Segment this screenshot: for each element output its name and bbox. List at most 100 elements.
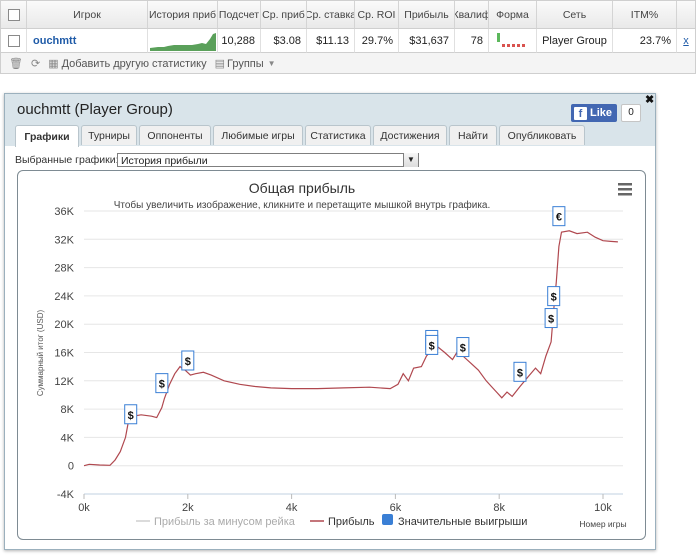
header-count[interactable]: Подсчет <box>218 1 261 29</box>
chart-subtitle: Чтобы увеличить изображение, кликните и … <box>114 199 491 211</box>
significant-win-marker[interactable]: $ <box>181 350 195 371</box>
player-cell: ouchmtt <box>27 29 148 53</box>
significant-win-marker[interactable]: $ <box>425 334 439 355</box>
header-network[interactable]: Сеть <box>537 1 613 29</box>
significant-win-marker[interactable]: $ <box>124 404 138 425</box>
select-all-checkbox[interactable] <box>7 8 20 21</box>
x-tick-label: 10k <box>594 502 612 514</box>
legend-rake[interactable]: Прибыль за минусом рейка <box>154 516 296 528</box>
x-tick-label: 8k <box>493 502 505 514</box>
significant-win-marker[interactable]: $ <box>155 373 169 394</box>
marker-box <box>181 350 195 371</box>
y-tick-label: 16K <box>54 348 74 360</box>
x-tick-label: 0k <box>78 502 90 514</box>
x-tick-label: 2k <box>182 502 194 514</box>
avg-roi-cell: 29.7% <box>355 29 399 53</box>
facebook-like-button[interactable]: f Like <box>571 104 617 122</box>
marker-box <box>425 334 439 355</box>
tab-statistics[interactable]: Статистика <box>305 125 371 145</box>
header-remove <box>677 1 695 29</box>
tab-opponents[interactable]: Оппоненты <box>139 125 211 145</box>
significant-win-marker[interactable]: $ <box>456 337 470 358</box>
y-tick-label: 24K <box>54 291 74 303</box>
quality-cell: 78 <box>455 29 489 53</box>
panel-header: ouchmtt (Player Group) f Like 0 ✖ Графики… <box>5 94 655 147</box>
close-icon[interactable]: ✖ <box>645 94 655 106</box>
y-tick-label: 8K <box>61 404 75 416</box>
form-cell <box>489 29 537 53</box>
row-checkbox[interactable] <box>7 34 20 47</box>
header-avg-stake[interactable]: Ср. ставка <box>307 1 355 29</box>
remove-row-link[interactable]: x <box>683 34 689 47</box>
marker-box <box>552 206 566 227</box>
y-tick-label: 0 <box>68 461 74 473</box>
itm-cell: 23.7% <box>613 29 677 53</box>
avg-profit-cell: $3.08 <box>261 29 307 53</box>
chart-menu-icon[interactable] <box>618 183 632 196</box>
marker-label: $ <box>185 356 191 368</box>
graph-select[interactable]: История прибыли ▼ <box>117 153 419 167</box>
marker-label: € <box>556 212 562 224</box>
profit-chart[interactable]: 36K 32K 28K 24K 20K 16K 12K 8K 4K 0 -4K 0k 2k 4k 6k 8k… <box>17 170 646 540</box>
y-tick-label: 32K <box>54 234 74 246</box>
refresh-icon[interactable]: ⟳ <box>30 58 41 70</box>
facebook-icon: f <box>574 106 587 120</box>
marker-label: $ <box>517 367 523 379</box>
marker-label: $ <box>551 292 557 304</box>
graph-select-label: Выбранные графики: <box>15 154 119 166</box>
tab-tournaments[interactable]: Турниры <box>81 125 137 145</box>
header-avg-roi[interactable]: Ср. ROI <box>355 1 399 29</box>
y-tick-label: 28K <box>54 263 74 275</box>
y-tick-label: 36K <box>54 206 74 218</box>
select-all-header[interactable] <box>1 1 27 29</box>
chevron-down-icon[interactable]: ▼ <box>403 153 418 167</box>
chevron-down-icon: ▼ <box>267 59 276 68</box>
legend-profit[interactable]: Прибыль <box>328 516 375 528</box>
x-tick-label: 6k <box>390 502 402 514</box>
tab-achievements[interactable]: Достижения <box>373 125 447 145</box>
player-link[interactable]: ouchmtt <box>33 34 77 47</box>
chart-legend: Прибыль за минусом рейка Прибыль Значите… <box>136 514 527 528</box>
header-profit[interactable]: Прибыль <box>399 1 455 29</box>
profit-series-line <box>83 230 618 467</box>
facebook-like-label: Like <box>590 107 613 119</box>
y-tick-label: 12K <box>54 376 74 388</box>
significant-win-marker[interactable]: $ <box>547 286 561 307</box>
x-axis-label: Номер игры <box>579 519 626 529</box>
marker-label: $ <box>128 410 134 422</box>
marker-box <box>155 373 169 394</box>
x-tick-label: 4k <box>286 502 298 514</box>
header-itm[interactable]: ITM% <box>613 1 677 29</box>
groups-icon: ▤ <box>214 58 225 70</box>
header-form[interactable]: Форма <box>489 1 537 29</box>
facebook-like-count: 0 <box>621 104 641 122</box>
add-stats-icon: ▦ <box>48 58 59 70</box>
tab-graphs[interactable]: Графики <box>15 125 79 147</box>
significant-win-marker[interactable]: $ <box>513 361 527 382</box>
marker-box <box>124 404 138 425</box>
y-tick-label: -4K <box>57 489 75 501</box>
marker-box <box>544 308 558 329</box>
significant-win-marker[interactable]: $ <box>544 308 558 329</box>
remove-cell: x <box>677 29 695 53</box>
profit-cell: $31,637 <box>399 29 455 53</box>
tab-publish[interactable]: Опубликовать <box>499 125 585 145</box>
significant-win-marker[interactable]: € <box>552 206 566 227</box>
header-quality[interactable]: Квалиф <box>455 1 489 29</box>
header-player[interactable]: Игрок <box>27 1 148 29</box>
graph-select-value: История прибыли <box>121 155 208 167</box>
marker-box <box>456 337 470 358</box>
trash-icon[interactable]: 🗑 <box>9 58 23 70</box>
profit-history-sparkline[interactable] <box>148 29 218 53</box>
profit-chart-svg[interactable]: 36K 32K 28K 24K 20K 16K 12K 8K 4K 0 -4K 0k 2k 4k 6k 8k… <box>18 171 645 539</box>
groups-dropdown[interactable]: Группы <box>227 57 264 70</box>
sparkline-graph <box>149 32 216 51</box>
tab-find[interactable]: Найти <box>449 125 497 145</box>
tab-favorite-games[interactable]: Любимые игры <box>213 125 303 145</box>
header-profit-history[interactable]: История приб <box>148 1 218 29</box>
row-select-cell <box>1 29 27 53</box>
header-avg-profit[interactable]: Ср. приб <box>261 1 307 29</box>
add-stats-link[interactable]: Добавить другую статистику <box>61 57 207 70</box>
legend-wins[interactable]: Значительные выигрыши <box>398 516 527 528</box>
form-bars <box>496 32 525 47</box>
